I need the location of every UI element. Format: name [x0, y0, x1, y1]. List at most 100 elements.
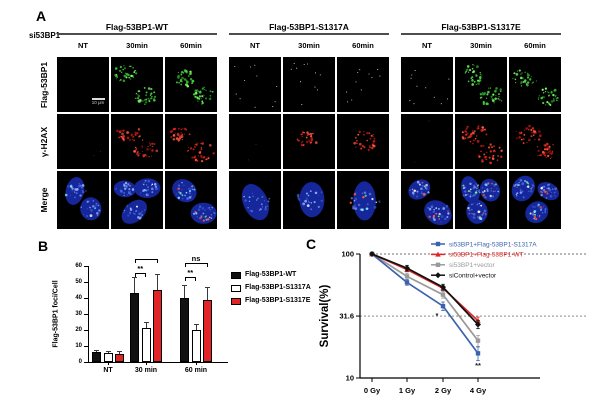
focus-dot	[152, 145, 154, 147]
focus-dot	[177, 184, 181, 187]
focus-dot	[319, 74, 321, 76]
focus-dot	[131, 188, 135, 191]
focus-dot	[526, 73, 530, 77]
tile-background	[229, 114, 281, 169]
focus-dot	[495, 183, 497, 186]
focus-dot	[415, 195, 419, 198]
focus-dot	[433, 218, 436, 221]
focus-dot	[357, 71, 359, 74]
micrograph-gamma-h2ax	[229, 114, 281, 169]
focus-dot	[482, 101, 485, 104]
focus-dot	[481, 128, 485, 131]
tile-background	[57, 171, 109, 229]
focus-dot	[139, 152, 141, 154]
focus-dot	[523, 179, 527, 183]
focus-dot	[492, 149, 496, 153]
micrograph-merge	[509, 171, 561, 229]
focus-dot	[525, 186, 527, 188]
focus-dot	[299, 81, 302, 83]
group-title: Flag-53BP1-S1317E	[441, 22, 521, 32]
focus-dot	[150, 184, 153, 187]
error-bar	[157, 274, 158, 290]
focus-dot	[147, 97, 150, 100]
focus-dot	[181, 189, 183, 191]
focus-dot	[189, 72, 192, 76]
focus-dot	[497, 155, 499, 157]
focus-dot	[500, 149, 503, 152]
focus-dot	[203, 94, 205, 97]
focus-dot	[489, 87, 491, 89]
focus-dot	[208, 97, 212, 101]
focus-dot	[89, 206, 91, 209]
focus-dot	[430, 205, 434, 209]
focus-dot	[372, 136, 374, 138]
focus-dot	[196, 216, 198, 218]
focus-dot	[131, 139, 133, 141]
focus-dot	[537, 96, 540, 99]
focus-dot	[493, 145, 495, 148]
focus-dot	[145, 94, 148, 97]
sig-bracket	[134, 273, 146, 277]
focus-dot	[523, 129, 526, 131]
focus-dot	[177, 187, 180, 190]
focus-dot	[363, 131, 365, 133]
y-tick	[84, 346, 88, 347]
micrograph-flag53bp1	[509, 57, 561, 112]
focus-dot	[244, 199, 247, 202]
focus-dot	[303, 63, 305, 66]
focus-dot	[143, 188, 146, 191]
sig-label: **	[137, 263, 144, 273]
focus-dot	[546, 142, 549, 146]
focus-dot	[124, 210, 126, 212]
focus-dot	[191, 82, 194, 85]
focus-dot	[493, 183, 496, 186]
focus-dot	[447, 98, 449, 100]
focus-dot	[136, 150, 139, 153]
focus-dot	[314, 72, 317, 74]
focus-dot	[147, 179, 151, 183]
focus-dot	[207, 207, 209, 209]
focus-dot	[366, 203, 369, 206]
tile-background	[57, 57, 109, 112]
focus-dot	[519, 132, 523, 135]
focus-dot	[122, 129, 125, 133]
focus-dot	[372, 133, 374, 136]
focus-dot	[180, 135, 184, 138]
focus-dot	[482, 193, 486, 197]
focus-dot	[540, 186, 543, 190]
focus-dot	[491, 195, 495, 198]
focus-dot	[198, 151, 202, 154]
error-cap	[205, 286, 210, 288]
focus-dot	[518, 136, 521, 139]
focus-dot	[425, 188, 427, 190]
focus-dot	[425, 87, 427, 89]
focus-dot	[123, 192, 125, 194]
focus-dot	[349, 201, 352, 204]
focus-dot	[200, 148, 203, 151]
focus-dot	[145, 91, 148, 94]
focus-dot	[255, 199, 258, 201]
focus-dot	[371, 76, 373, 79]
legend-label: Flag-53BP1-S1317A	[245, 284, 311, 291]
focus-dot	[485, 158, 487, 160]
focus-dot	[520, 85, 522, 87]
focus-dot	[514, 184, 517, 186]
focus-dot	[432, 204, 434, 206]
focus-dot	[257, 197, 259, 200]
group-underline	[401, 33, 561, 35]
focus-dot	[198, 209, 200, 211]
focus-dot	[540, 96, 543, 100]
focus-dot	[354, 197, 358, 201]
focus-dot	[551, 191, 553, 193]
focus-dot	[479, 205, 481, 207]
focus-dot	[552, 98, 555, 100]
focus-dot	[248, 196, 251, 199]
focus-dot	[492, 93, 495, 96]
error-cap	[193, 323, 199, 325]
focus-dot	[145, 155, 148, 157]
group-title: Flag-53BP1-S1317A	[269, 22, 349, 32]
focus-dot	[300, 133, 302, 135]
focus-dot	[538, 95, 540, 97]
focus-dot	[126, 136, 130, 140]
focus-dot	[541, 191, 544, 194]
